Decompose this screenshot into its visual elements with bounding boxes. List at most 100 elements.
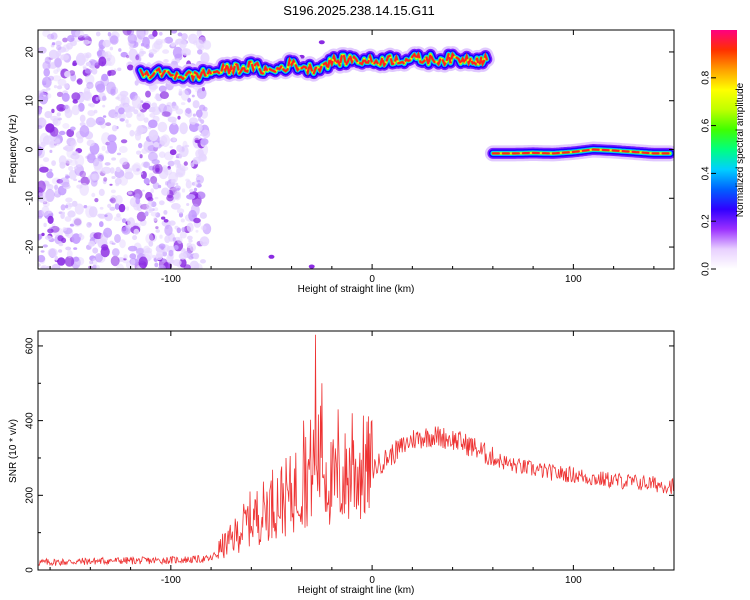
noise-speckle	[139, 154, 143, 159]
noise-speckle	[148, 201, 153, 205]
noise-speckle	[118, 107, 125, 115]
noise-speckle	[99, 206, 104, 210]
noise-speckle	[188, 256, 194, 260]
noise-speckle	[103, 227, 113, 238]
noise-speckle	[179, 122, 188, 135]
noise-speckle	[179, 231, 187, 239]
noise-speckle	[111, 157, 116, 161]
noise-speckle	[125, 119, 129, 124]
noise-speckle	[104, 162, 111, 166]
noise-speckle	[75, 30, 85, 38]
noise-speckle	[57, 235, 64, 242]
noise-speckle	[111, 242, 116, 245]
noise-speckle	[119, 157, 128, 165]
noise-speckle	[152, 182, 160, 190]
noise-speckle	[41, 205, 50, 216]
noise-speckle	[172, 259, 182, 267]
noise-speckle	[176, 187, 180, 191]
noise-speckle	[138, 142, 143, 149]
noise-speckle	[98, 188, 105, 196]
noise-speckle	[136, 112, 145, 122]
noise-speckle	[195, 109, 203, 118]
noise-speckle	[88, 103, 92, 107]
noise-speckle	[195, 149, 205, 159]
noise-speckle	[58, 249, 63, 253]
noise-speckle	[197, 191, 206, 199]
noise-speckle	[107, 203, 112, 208]
noise-speckle	[84, 68, 93, 74]
noise-speckle	[170, 42, 176, 47]
noise-speckle	[143, 245, 151, 254]
noise-speckle	[176, 208, 185, 214]
noise-speckle	[108, 69, 116, 76]
noise-speckle	[138, 51, 144, 57]
noise-speckle	[111, 125, 118, 132]
noise-speckle	[158, 151, 166, 158]
colorbar-ticks: 0.0 0.2 0.4 0.6 0.8	[701, 70, 716, 276]
spectrogram-x-tick-label: 100	[565, 274, 582, 285]
noise-speckle	[74, 154, 85, 167]
noise-speckle	[109, 183, 113, 186]
noise-speckle	[120, 139, 128, 144]
noise-speckle	[167, 160, 175, 167]
noise-speckle	[38, 107, 42, 115]
snr-x-tick-label: 0	[369, 575, 375, 586]
noise-speckle	[85, 54, 90, 59]
noise-speckle	[101, 244, 109, 251]
noise-speckle	[67, 35, 75, 42]
spectrogram-y-tick-label: -10	[25, 191, 36, 206]
noise-speckle	[135, 197, 141, 205]
noise-speckle	[44, 111, 53, 119]
noise-speckle	[39, 166, 49, 173]
noise-speckle	[38, 254, 46, 263]
noise-speckle	[176, 144, 183, 152]
noise-speckle	[147, 196, 154, 202]
noise-speckle	[91, 173, 101, 181]
noise-speckle	[65, 160, 70, 166]
noise-speckle	[140, 43, 145, 47]
noise-speckle	[114, 203, 120, 210]
snr-y-tick-label: 200	[25, 487, 36, 504]
noise-speckle	[49, 226, 53, 230]
noise-speckle	[162, 49, 170, 54]
snr-plot-area	[38, 334, 674, 567]
noise-speckle	[43, 222, 47, 228]
snr-y-tick-label: 600	[25, 337, 36, 354]
noise-speckle	[202, 106, 208, 112]
noise-speckle	[54, 189, 59, 195]
noise-speckle	[85, 74, 95, 85]
figure-title: S196.2025.238.14.15.G11	[283, 3, 435, 18]
noise-speckle	[184, 113, 188, 115]
noise-speckle	[190, 162, 195, 168]
noise-speckle	[118, 48, 122, 52]
noise-speckle	[50, 32, 58, 40]
snr-line	[38, 334, 674, 567]
noise-speckle	[76, 136, 84, 144]
noise-speckle	[109, 35, 119, 45]
noise-speckle	[148, 107, 154, 113]
noise-speckle	[144, 211, 149, 217]
noise-speckle	[58, 130, 66, 136]
noise-speckle	[163, 59, 169, 63]
noise-speckle	[171, 203, 181, 210]
noise-speckle	[200, 138, 209, 146]
noise-speckle	[120, 51, 128, 58]
noise-speckle	[150, 188, 154, 194]
noise-speckle	[199, 236, 210, 247]
noise-speckle	[161, 187, 170, 196]
spectrogram-plot-area	[38, 30, 674, 269]
noise-speckle	[88, 222, 92, 226]
noise-speckle	[95, 31, 101, 37]
noise-speckle	[107, 134, 117, 142]
noise-speckle	[177, 236, 183, 244]
noise-speckle	[176, 164, 186, 176]
noise-speckle	[193, 217, 201, 224]
noise-speckle	[116, 152, 122, 156]
snr-x-axis-label: Height of straight line (km)	[298, 585, 415, 596]
noise-speckle	[107, 32, 112, 37]
noise-speckle	[127, 64, 134, 71]
noise-speckle	[268, 254, 275, 259]
colorbar-tick-label: 0.8	[701, 70, 712, 84]
noise-speckle	[60, 204, 66, 211]
